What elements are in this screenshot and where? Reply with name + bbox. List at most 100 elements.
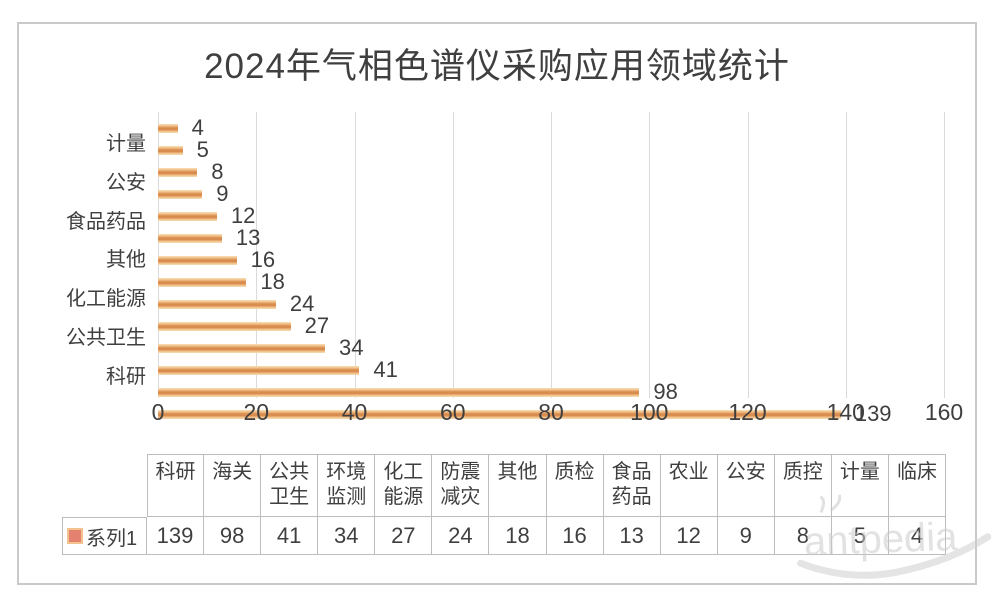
table-header-cell: 环境 监测 <box>318 454 376 517</box>
table-header-text: 计量 <box>839 461 880 483</box>
bar <box>158 321 291 331</box>
bar-row: 41 <box>158 359 944 381</box>
chart-title: 2024年气相色谱仪采购应用领域统计 <box>204 47 790 86</box>
bar-value-label: 5 <box>196 137 209 162</box>
bar-row: 139 <box>158 403 944 425</box>
category-label: 计量 <box>106 132 146 155</box>
bar <box>158 167 198 177</box>
bar-row: 5 <box>158 139 944 161</box>
category-label <box>30 234 152 244</box>
table-header-text: 食品 <box>611 461 652 483</box>
table-header-cell: 质检 <box>546 454 604 517</box>
table-header-cell: 计量 <box>831 454 889 517</box>
bar-value-label: 8 <box>211 159 224 184</box>
table-header-cell: 农业 <box>660 454 718 517</box>
bar-rows: 4 5 8 9 12 13 <box>158 117 944 425</box>
bar-value-label: 13 <box>235 225 261 250</box>
table-header-cell: 其他 <box>489 454 547 517</box>
category-label <box>30 195 152 205</box>
data-table: 科研 海关 公共 卫生 环境 监测 化工 能源 防震 减灾 其他 质检 <box>62 454 946 555</box>
table-value-cell: 13 <box>603 517 661 555</box>
bar <box>158 343 326 353</box>
table-header-cell: 防震 减灾 <box>432 454 490 517</box>
table-header-cell: 化工 能源 <box>375 454 433 517</box>
bar-row: 4 <box>158 117 944 139</box>
bar <box>158 123 178 133</box>
table-header-text: 公共 <box>269 461 310 483</box>
x-tick-label: 0 <box>151 399 165 425</box>
bar-row: 13 <box>158 227 944 249</box>
y-axis-labels: 计量 公安 食品药品 其他 化工能源 公共卫生 科研 <box>30 117 152 389</box>
table-header-text: 海关 <box>212 461 253 483</box>
table-header-text: 环境 <box>326 461 367 483</box>
bar-value-label: 139 <box>854 401 892 426</box>
table-header-text: 能源 <box>383 486 424 508</box>
table-header-text: 其他 <box>497 461 538 483</box>
table-header-cell: 公共 卫生 <box>261 454 319 517</box>
bar <box>158 145 183 155</box>
table-header-text: 质控 <box>782 461 823 483</box>
bar-value-label: 18 <box>260 269 285 294</box>
x-tick-label: 60 <box>439 399 466 425</box>
x-tick-label: 120 <box>728 399 767 425</box>
table-value-cell: 139 <box>147 517 205 555</box>
gridline <box>551 112 552 398</box>
table-value-cell: 4 <box>888 517 946 555</box>
category-label: 公安 <box>106 171 146 194</box>
bar-value-label: 12 <box>230 203 256 228</box>
table-header-cell: 食品 药品 <box>603 454 661 517</box>
bar-value-label: 41 <box>373 357 398 382</box>
bar-row: 98 <box>158 381 944 403</box>
bar <box>158 365 360 375</box>
table-header-text: 农业 <box>668 461 709 483</box>
table-value-cell: 98 <box>204 517 262 555</box>
category-label <box>30 311 152 321</box>
gridline <box>944 112 945 398</box>
x-tick-label: 40 <box>341 399 368 425</box>
table-header-text: 公安 <box>725 461 766 483</box>
bar-row: 16 <box>158 249 944 271</box>
gridline <box>845 112 847 398</box>
category-label: 公共卫生 <box>66 327 146 350</box>
table-value-cell: 27 <box>375 517 433 555</box>
category-label <box>30 272 152 282</box>
table-header-text: 科研 <box>155 461 196 483</box>
bar-row: 24 <box>158 293 944 315</box>
bar-value-label: 4 <box>191 115 204 140</box>
bar-value-label: 16 <box>250 247 276 272</box>
table-header-text: 化工 <box>383 461 424 483</box>
table-header-text: 临床 <box>896 461 937 483</box>
table-header-text: 防震 <box>440 461 481 483</box>
table-header-text: 监测 <box>326 486 367 508</box>
category-label <box>30 117 152 127</box>
x-tick-label: 100 <box>630 399 669 425</box>
bar-value-label: 24 <box>289 291 315 316</box>
table-header-text: 药品 <box>611 486 652 508</box>
table-header-cell: 公安 <box>717 454 775 517</box>
gridline <box>354 112 356 398</box>
bar-value-label: 9 <box>216 181 229 206</box>
gridline <box>649 112 651 398</box>
series-legend-marker <box>67 528 83 544</box>
table-header-text: 质检 <box>554 461 595 483</box>
table-header-cell: 质控 <box>774 454 832 517</box>
gridline <box>747 112 749 398</box>
bar <box>158 233 222 243</box>
category-label <box>30 156 152 166</box>
bar-value-label: 34 <box>339 335 364 360</box>
table-value-cell: 34 <box>318 517 376 555</box>
table-header-text: 减灾 <box>440 486 481 508</box>
category-label <box>30 350 152 360</box>
table-header-cell: 海关 <box>204 454 262 517</box>
bar-row: 27 <box>158 315 944 337</box>
table-header-text: 卫生 <box>269 486 310 508</box>
category-label: 化工能源 <box>66 288 146 311</box>
gridline <box>256 112 258 398</box>
x-axis: 0 20 40 60 80 100 120 140 160 <box>152 399 964 431</box>
gridline <box>452 112 454 398</box>
bar-row: 9 <box>158 183 944 205</box>
series-legend-cell: 系列1 <box>62 517 147 555</box>
bar-row: 12 <box>158 205 944 227</box>
table-value-cell: 5 <box>831 517 889 555</box>
